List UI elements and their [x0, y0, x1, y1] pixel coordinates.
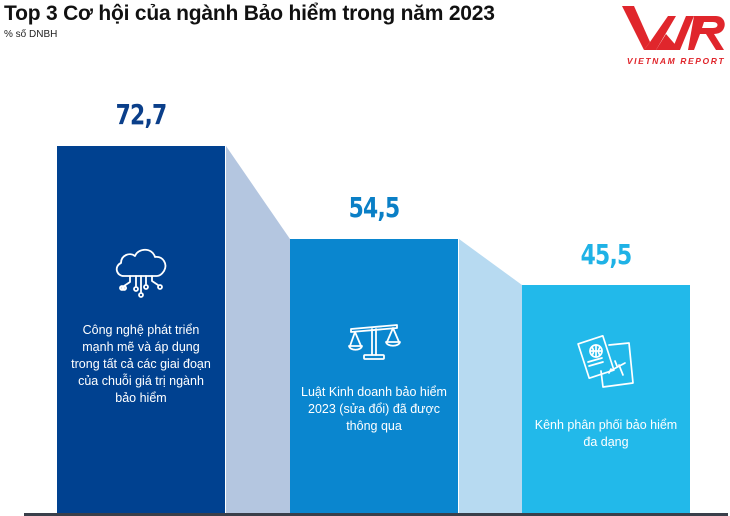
page-subtitle: % số DNBH [4, 29, 58, 40]
bar-label-2: Luật Kinh doanh bảo hiểm 2023 (sửa đổi) … [301, 385, 447, 433]
scales-icon [290, 321, 458, 363]
cloud-network-icon [57, 244, 225, 300]
bar-value-1: 72,7 [115, 98, 168, 131]
bar-value-2: 54,5 [348, 191, 401, 224]
bar-value-3: 45,5 [580, 238, 633, 271]
baseline-axis [24, 513, 728, 516]
bar-label-1: Công nghệ phát triển mạnh mẽ và áp dụng … [71, 323, 211, 405]
connector-2 [459, 239, 522, 513]
vnr-logo-icon [622, 6, 725, 50]
bar-2: Luật Kinh doanh bảo hiểm 2023 (sửa đổi) … [290, 239, 458, 513]
bar-1: Công nghệ phát triển mạnh mẽ và áp dụng … [57, 146, 225, 513]
page-title: Top 3 Cơ hội của ngành Bảo hiểm trong nă… [4, 2, 495, 25]
bar-label-3: Kênh phân phối bảo hiểm đa dạng [534, 418, 678, 449]
passport-ticket-icon [522, 333, 690, 391]
logo-text: VIETNAM REPORT [626, 56, 726, 66]
bar-3: Kênh phân phối bảo hiểm đa dạng [522, 285, 690, 513]
connector-1 [226, 146, 290, 513]
